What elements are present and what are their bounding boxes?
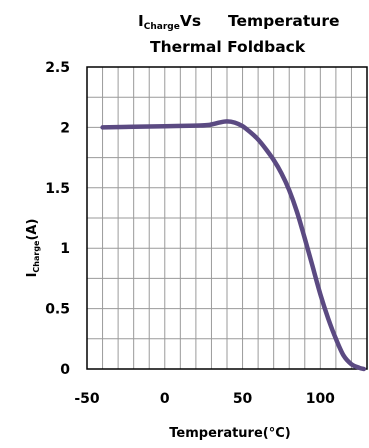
x-tick-label: 50 [233, 391, 253, 407]
x-tick-label: -50 [74, 391, 100, 407]
y-tick-label: 1.5 [45, 181, 70, 197]
title-sub: Charge [144, 22, 180, 32]
chart-title-line2: Thermal Foldback [150, 38, 306, 56]
series-line [100, 119, 367, 372]
title-vs: Vs [180, 12, 201, 30]
y-tick-label: 1 [60, 241, 70, 257]
title-temperature: Temperature [228, 12, 340, 30]
y-tick-labels: 2.5 2 1.5 1 0.5 0 [45, 60, 70, 378]
x-axis-label: Temperature(°C) [169, 426, 290, 441]
x-tick-label: 0 [160, 391, 170, 407]
y-tick-label: 0 [60, 362, 70, 378]
x-tick-labels: -50 0 50 100 [74, 391, 335, 407]
ylabel-i: I [25, 273, 40, 278]
y-tick-label: 0.5 [45, 302, 70, 318]
ylabel-a: (A) [25, 219, 40, 241]
series-group [100, 119, 367, 372]
plot-frame [86, 66, 368, 370]
x-tick-label: 100 [306, 391, 335, 407]
ylabel-sub: Charge [32, 240, 41, 273]
y-tick-label: 2 [60, 120, 70, 136]
y-axis-label: ICharge(A) [25, 219, 41, 278]
title-i: I [138, 12, 144, 30]
chart-title-line1: IChargeVs Temperature [138, 12, 340, 32]
y-tick-label: 2.5 [45, 60, 70, 76]
grid [87, 67, 367, 369]
